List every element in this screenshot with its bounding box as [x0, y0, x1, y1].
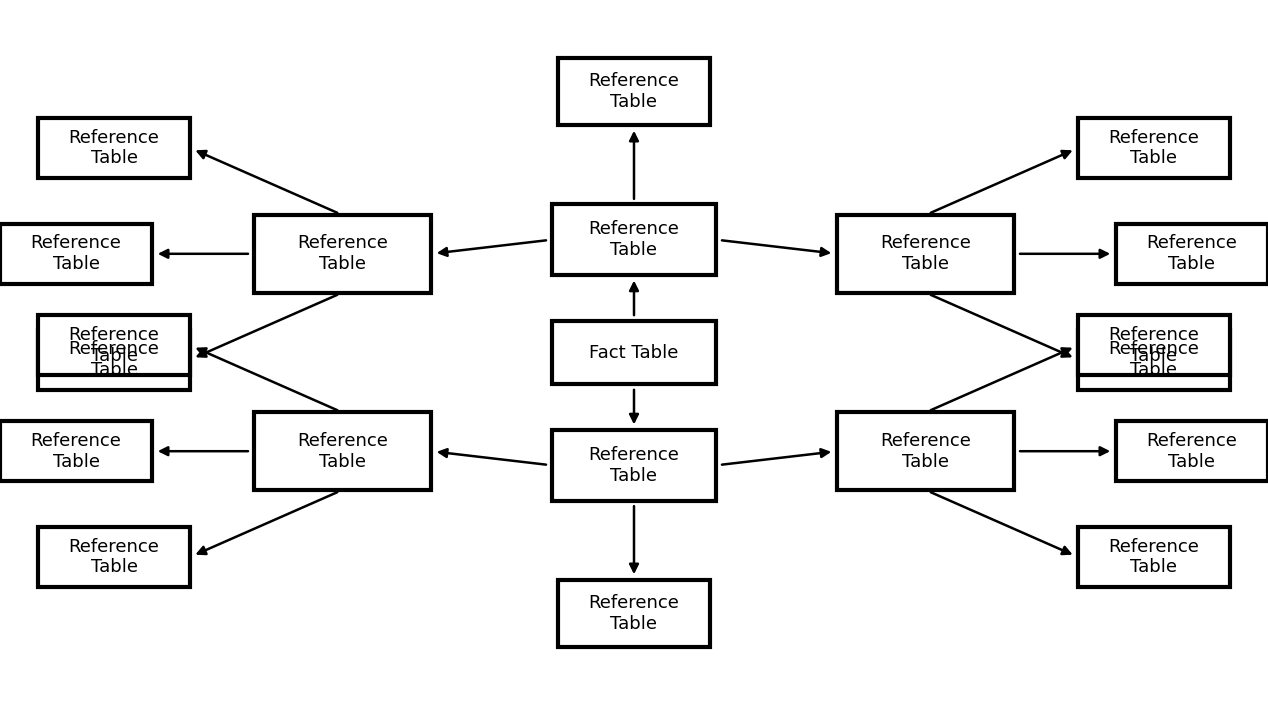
- Text: Reference
Table: Reference Table: [30, 234, 122, 274]
- FancyBboxPatch shape: [1078, 527, 1230, 587]
- Text: Reference
Table: Reference Table: [880, 234, 971, 274]
- Text: Reference
Table: Reference Table: [880, 431, 971, 471]
- FancyBboxPatch shape: [1078, 330, 1230, 389]
- FancyBboxPatch shape: [254, 215, 431, 293]
- Text: Reference
Table: Reference Table: [1108, 128, 1200, 168]
- FancyBboxPatch shape: [0, 421, 152, 481]
- Text: Reference
Table: Reference Table: [1146, 431, 1238, 471]
- FancyBboxPatch shape: [1116, 421, 1268, 481]
- Text: Reference
Table: Reference Table: [68, 326, 160, 365]
- Text: Reference
Table: Reference Table: [30, 431, 122, 471]
- FancyBboxPatch shape: [1078, 118, 1230, 178]
- Text: Reference
Table: Reference Table: [588, 594, 680, 633]
- FancyBboxPatch shape: [0, 223, 152, 283]
- FancyBboxPatch shape: [1116, 223, 1268, 283]
- Text: Reference
Table: Reference Table: [1146, 234, 1238, 274]
- FancyBboxPatch shape: [38, 316, 190, 375]
- Text: Reference
Table: Reference Table: [1108, 340, 1200, 379]
- FancyBboxPatch shape: [38, 330, 190, 389]
- Text: Reference
Table: Reference Table: [297, 234, 388, 274]
- Text: Reference
Table: Reference Table: [1108, 537, 1200, 577]
- FancyBboxPatch shape: [552, 204, 716, 275]
- FancyBboxPatch shape: [837, 215, 1014, 293]
- FancyBboxPatch shape: [558, 580, 710, 647]
- Text: Reference
Table: Reference Table: [588, 446, 680, 485]
- FancyBboxPatch shape: [837, 412, 1014, 490]
- FancyBboxPatch shape: [558, 59, 710, 125]
- Text: Reference
Table: Reference Table: [588, 220, 680, 259]
- Text: Fact Table: Fact Table: [590, 343, 678, 362]
- FancyBboxPatch shape: [38, 527, 190, 587]
- FancyBboxPatch shape: [38, 118, 190, 178]
- Text: Reference
Table: Reference Table: [588, 72, 680, 111]
- Text: Reference
Table: Reference Table: [68, 537, 160, 577]
- FancyBboxPatch shape: [552, 321, 716, 384]
- FancyBboxPatch shape: [254, 412, 431, 490]
- Text: Reference
Table: Reference Table: [68, 340, 160, 379]
- Text: Reference
Table: Reference Table: [297, 431, 388, 471]
- FancyBboxPatch shape: [552, 430, 716, 501]
- FancyBboxPatch shape: [1078, 316, 1230, 375]
- Text: Reference
Table: Reference Table: [68, 128, 160, 168]
- Text: Reference
Table: Reference Table: [1108, 326, 1200, 365]
